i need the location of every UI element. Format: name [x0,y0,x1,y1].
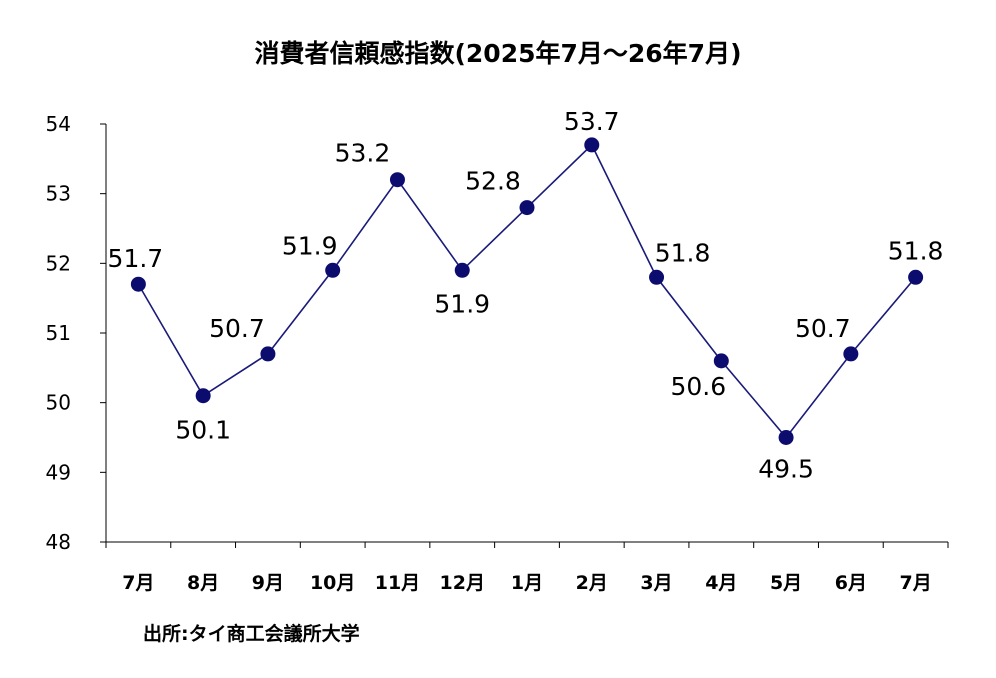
data-point [454,262,470,278]
y-tick-label: 49 [46,460,71,484]
data-label: 51.8 [888,236,944,265]
series-polyline [137,143,917,439]
y-tick-label: 54 [46,112,71,136]
x-tick-label: 9月 [252,572,284,594]
chart-title: 消費者信頼感指数(2025年7月～26年7月) [254,39,741,68]
data-label: 51.9 [282,231,338,260]
x-tick-label: 6月 [835,572,867,594]
y-tick-label: 53 [46,182,71,206]
data-point [519,200,535,216]
data-point [843,346,859,362]
source-note: 出所:タイ商工会議所大学 [143,622,360,645]
data-point [130,276,146,292]
x-tick-label: 5月 [770,572,802,594]
x-tick-label: 2月 [576,572,608,594]
x-tick-label: 11月 [375,572,420,594]
x-tick-label: 7月 [122,572,154,594]
data-label: 51.9 [434,289,490,318]
data-label: 52.8 [465,167,521,196]
data-point [908,269,924,285]
data-label: 49.5 [758,455,814,484]
x-tick-label: 4月 [705,572,737,594]
y-tick-label: 48 [46,530,71,554]
x-tick-label: 8月 [187,572,219,594]
x-tick-label: 7月 [899,572,931,594]
y-tick-label: 52 [46,251,71,275]
series-line [130,137,924,445]
data-label: 50.6 [670,372,726,401]
y-tick-label: 51 [46,321,71,345]
data-point [778,430,794,445]
data-point [713,353,729,369]
data-labels: 51.7 50.1 50.7 51.9 53.2 51.9 52.8 53.7 51.8 50.6… [108,107,944,484]
x-axis-ticks: 7月 8月 9月 10月 11月 12月 1月 2月 3月 4月 5月 6月 7月 [105,542,949,594]
y-tick-label: 50 [46,391,71,415]
data-point [649,269,665,285]
data-label: 53.2 [335,139,391,168]
data-point [389,172,405,188]
data-point [195,388,211,404]
data-point [260,346,276,362]
data-label: 50.7 [209,314,265,343]
x-tick-label: 10月 [310,572,355,594]
x-tick-label: 1月 [511,572,543,594]
data-label: 51.8 [655,238,711,267]
data-label: 51.7 [108,244,164,273]
data-label: 50.7 [795,314,851,343]
x-tick-label: 12月 [440,572,485,594]
x-tick-label: 3月 [640,572,672,594]
data-point [584,137,600,153]
data-label: 50.1 [175,416,231,445]
data-point [325,262,341,278]
y-axis-ticks: 48 49 50 51 52 53 54 [46,112,106,554]
data-label: 53.7 [564,107,620,136]
